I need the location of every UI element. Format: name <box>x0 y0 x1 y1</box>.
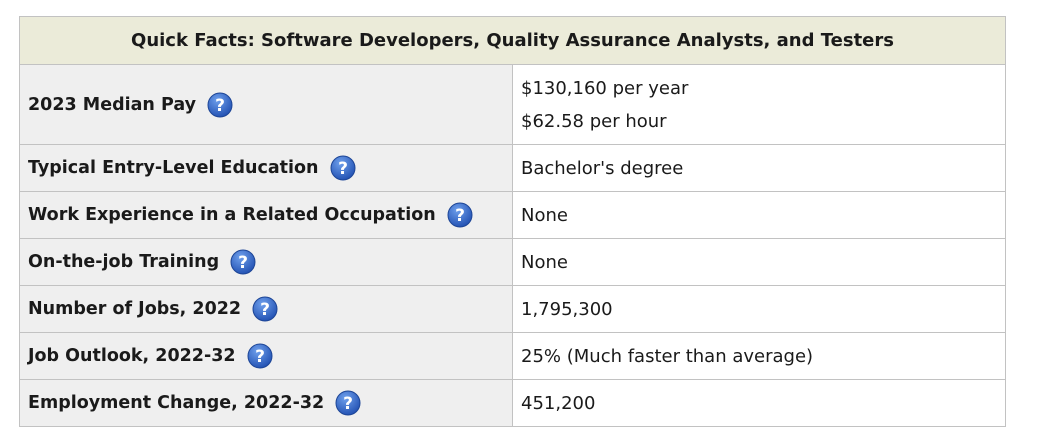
row-label: Work Experience in a Related Occupation <box>28 205 436 225</box>
question-mark-icon[interactable]: ? <box>447 202 473 228</box>
median-pay-hourly: $62.58 per hour <box>521 110 667 132</box>
svg-text:?: ? <box>260 300 270 320</box>
row-label-cell: Employment Change, 2022-32 ? <box>19 379 513 427</box>
question-mark-icon[interactable]: ? <box>247 343 273 369</box>
table-row: Work Experience in a Related Occupation … <box>19 191 1006 239</box>
row-value: 1,795,300 <box>512 285 1006 333</box>
row-label-cell: On-the-job Training ? <box>19 238 513 286</box>
question-mark-icon[interactable]: ? <box>335 390 361 416</box>
row-label-cell: Job Outlook, 2022-32 ? <box>19 332 513 380</box>
svg-text:?: ? <box>343 394 353 414</box>
median-pay-annual: $130,160 per year <box>521 77 689 99</box>
row-value: Bachelor's degree <box>512 144 1006 192</box>
svg-text:?: ? <box>238 253 248 273</box>
question-mark-icon[interactable]: ? <box>330 155 356 181</box>
svg-text:?: ? <box>338 159 348 179</box>
table-row: 2023 Median Pay ? $130,160 per year $62.… <box>19 64 1006 145</box>
table-row: Job Outlook, 2022-32 ? 25% (Much faster … <box>19 332 1006 380</box>
row-label-cell: Work Experience in a Related Occupation … <box>19 191 513 239</box>
row-value: None <box>512 191 1006 239</box>
quick-facts-table: Quick Facts: Software Developers, Qualit… <box>19 16 1006 427</box>
row-label-cell: 2023 Median Pay ? <box>19 64 513 145</box>
question-mark-icon[interactable]: ? <box>252 296 278 322</box>
row-value-cell: $130,160 per year $62.58 per hour <box>512 64 1006 145</box>
table-row: Typical Entry-Level Education ? Bachelor… <box>19 144 1006 192</box>
row-label-cell: Number of Jobs, 2022 ? <box>19 285 513 333</box>
table-row: Employment Change, 2022-32 ? 451,200 <box>19 379 1006 427</box>
svg-text:?: ? <box>455 206 465 226</box>
row-label: Employment Change, 2022-32 <box>28 393 325 413</box>
table-header-row: Quick Facts: Software Developers, Qualit… <box>19 16 1006 65</box>
table-row: On-the-job Training ? None <box>19 238 1006 286</box>
row-label: Job Outlook, 2022-32 <box>28 346 236 366</box>
row-value: None <box>512 238 1006 286</box>
table-title: Quick Facts: Software Developers, Qualit… <box>19 16 1006 65</box>
row-value: 451,200 <box>512 379 1006 427</box>
svg-text:?: ? <box>215 96 225 116</box>
row-label: On-the-job Training <box>28 252 220 272</box>
svg-text:?: ? <box>255 347 265 367</box>
row-value: 25% (Much faster than average) <box>512 332 1006 380</box>
table-row: Number of Jobs, 2022 ? 1,795,300 <box>19 285 1006 333</box>
question-mark-icon[interactable]: ? <box>207 92 233 118</box>
question-mark-icon[interactable]: ? <box>230 249 256 275</box>
row-label-cell: Typical Entry-Level Education ? <box>19 144 513 192</box>
row-label: 2023 Median Pay <box>28 94 197 115</box>
row-label: Typical Entry-Level Education <box>28 158 319 178</box>
row-label: Number of Jobs, 2022 <box>28 299 242 319</box>
